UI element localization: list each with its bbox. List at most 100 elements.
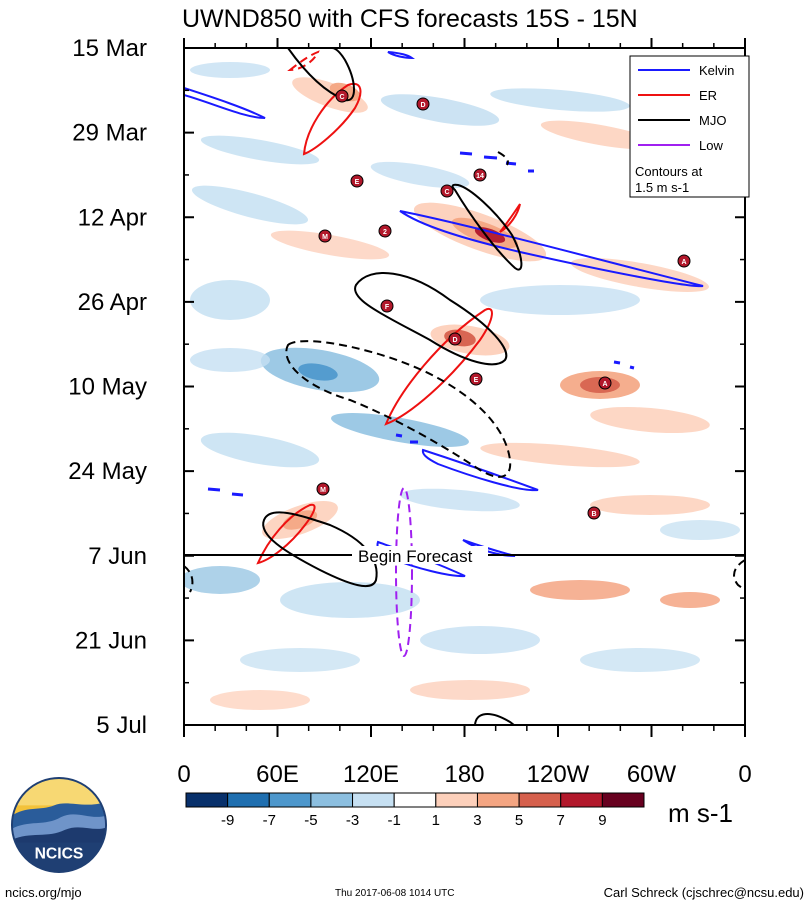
storm-marker: M [318,229,332,243]
anomaly-patch [200,135,320,165]
colorbar: -9 -7 -5 -3 -1 1 3 5 7 9 [185,792,645,829]
anomaly-field [184,62,740,710]
anomaly-patch [331,413,469,447]
anomaly-patch [480,442,640,468]
legend-note-1: Contours at [635,164,703,179]
y-tick-label: 7 Jun [88,543,147,570]
storm-label: D [420,102,425,109]
anomaly-patch [240,648,360,672]
colorbar-units: m s-1 [668,798,733,828]
storm-marker: D [448,332,462,346]
y-tick-label: 5 Jul [96,712,147,739]
anomaly-patch [530,580,630,600]
storm-label: E [474,377,479,384]
footer-url[interactable]: ncics.org/mjo [5,885,82,900]
colorbar-swatch [185,792,229,808]
y-tick-label: 24 May [68,458,147,485]
legend-label: Low [699,138,723,153]
storm-label: A [602,381,607,388]
anomaly-patch [190,280,270,320]
storm-label: C [339,94,344,101]
storm-marker: A [677,254,691,268]
anomaly-patch [190,62,270,78]
footer-author[interactable]: Carl Schreck (cjschrec@ncsu.edu) [603,885,804,900]
footer-timestamp: Thu 2017-06-08 1014 UTC [335,888,455,899]
anomaly-patch [400,488,520,512]
storm-label: 14 [476,173,484,180]
kelvin-contour [399,210,704,288]
colorbar-swatch [476,792,520,808]
colorbar-label: 1 [432,812,440,829]
storm-label: F [385,304,390,311]
anomaly-patch [420,626,540,654]
colorbar-swatch [352,792,395,808]
kelvin-contour [184,86,266,119]
x-axis: 0 60E 120E 180 120W 60W 0 [177,38,752,788]
er-contour [384,307,493,426]
kelvin-contour [387,51,416,60]
y-tick-label: 10 May [68,374,147,401]
colorbar-swatch [601,792,645,808]
colorbar-label: 9 [598,812,606,829]
colorbar-swatch [435,792,478,808]
anomaly-patch [370,161,470,189]
mjo-contour [285,340,512,478]
storm-label: M [322,234,328,241]
storm-marker: M [316,482,330,496]
mjo-contour [262,511,378,588]
colorbar-label: -9 [221,812,234,829]
colorbar-label: -5 [304,812,317,829]
x-tick-label: 120E [343,761,399,788]
x-tick-label: 120W [527,761,590,788]
er-contour [287,50,320,72]
logo-text: NCICS [35,845,84,862]
storm-marker: 14 [473,168,487,182]
storm-marker: D [416,97,430,111]
mjo-contour [474,713,515,725]
er-contour [302,82,362,156]
storm-marker: E [469,372,483,386]
anomaly-patch [280,582,420,618]
storm-label: B [591,511,596,518]
legend-label: MJO [699,113,726,128]
colorbar-swatch [310,792,354,808]
y-tick-label: 12 Apr [78,204,147,231]
anomaly-patch [292,77,368,113]
legend-box [629,55,750,198]
x-tick-label: 60W [627,761,677,788]
y-tick-label: 21 Jun [75,627,147,654]
anomaly-patch [298,363,338,381]
storm-marker: E [350,174,364,188]
storm-marker: B [587,506,601,520]
forecast-label-bg [352,546,488,564]
y-tick-label: 26 Apr [78,289,147,316]
storm-label: E [355,179,360,186]
anomaly-patch [282,510,318,530]
mjo-contour [451,183,523,271]
storm-marker: C [335,89,349,103]
anomaly-patch [480,285,640,315]
anomaly-patch [191,185,309,225]
anomaly-patch [184,566,260,594]
mjo-contour [287,48,355,102]
storm-marker: C [440,184,454,198]
anomaly-patch [590,406,710,434]
x-tick-label: 0 [738,761,751,788]
colorbar-label: -3 [346,812,359,829]
chart-title: UWND850 with CFS forecasts 15S - 15N [182,5,638,33]
colorbar-label: -1 [388,812,401,829]
legend-label: ER [699,88,717,103]
anomaly-patch [580,648,700,672]
wave-contours [184,48,745,725]
anomaly-patch [660,520,740,540]
anomaly-patch [590,495,710,515]
storm-markers: C D E 14 C M 2 A F D E A M B [316,89,691,520]
colorbar-swatch [268,792,312,808]
colorbar-label: -7 [263,812,276,829]
storm-marker: F [380,299,394,313]
legend-note-2: 1.5 m s-1 [635,180,689,195]
colorbar-label: 7 [557,812,565,829]
anomaly-patch [190,348,270,372]
colorbar-swatch [560,792,603,808]
anomaly-patch [200,432,320,468]
